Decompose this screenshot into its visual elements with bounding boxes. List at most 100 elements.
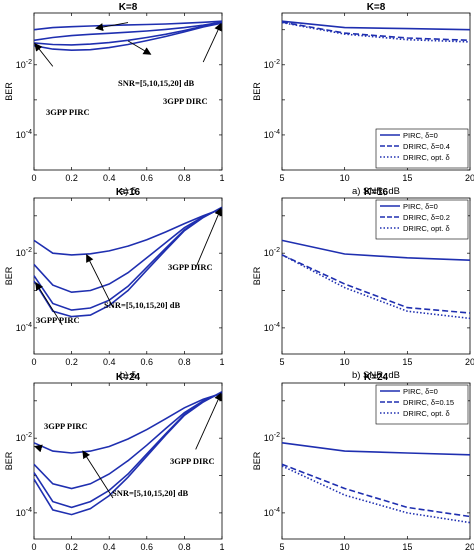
legend-entry: PIRC, δ=0 [403, 202, 438, 211]
y-tick-label: 10-4 [264, 507, 280, 518]
series-line-1 [281, 239, 471, 261]
x-tick-label: 5 [279, 542, 284, 552]
annotation-label: SNR=[5,10,15,20] dB [112, 488, 188, 498]
series-line-1 [33, 20, 223, 31]
legend-entry: DRIRC, δ=0.2 [403, 213, 450, 222]
annotation-label: 3GPP DIRC [168, 262, 213, 272]
x-tick-label: 15 [402, 357, 412, 367]
annotation-arrow [33, 444, 43, 453]
series-line-2 [33, 391, 223, 490]
x-axis-label: b) δ [120, 370, 136, 381]
x-tick-label: 1 [219, 542, 224, 552]
chart-title: K=16 [364, 187, 389, 198]
y-tick-label: 10-4 [16, 129, 32, 140]
legend-entry: DRIRC, opt. δ [403, 153, 450, 162]
series-line-3 [33, 21, 223, 46]
series-line-2 [33, 207, 223, 294]
chart-title: K=16 [116, 187, 141, 198]
chart-panel-3: K=16 0 0.2 0.4 0.6 0.8 1 10-2 10-4 BER b) δ SNR=[5,… [4, 187, 225, 381]
y-tick-label: 10-4 [264, 322, 280, 333]
y-tick-label: 10-2 [16, 59, 32, 70]
y-axis-label: BER [4, 266, 14, 285]
y-tick-label: 10-2 [16, 432, 32, 443]
y-axis-label: BER [4, 451, 14, 470]
x-tick-label: 0.4 [103, 542, 116, 552]
x-tick-label: 0 [31, 542, 36, 552]
plot-frame [281, 197, 471, 355]
y-axis-label: BER [252, 266, 262, 285]
plot-frame [33, 382, 223, 540]
legend-entry: DRIRC, δ=0.4 [403, 142, 450, 151]
chart-title: K=8 [367, 2, 386, 13]
plot-frame [281, 12, 471, 171]
series-line-1 [281, 20, 471, 31]
x-tick-label: 15 [402, 542, 412, 552]
y-tick-label: 10-2 [264, 59, 280, 70]
x-tick-label: 10 [340, 173, 350, 183]
annotation-label: 3GPP PIRC [44, 421, 88, 431]
x-tick-label: 20 [465, 357, 474, 367]
annotation-arrow [195, 207, 223, 269]
x-tick-label: 0.4 [103, 173, 116, 183]
plot-frame [33, 12, 223, 171]
chart-title: K=24 [364, 372, 389, 383]
x-tick-label: 1 [219, 357, 224, 367]
plot-frame [281, 382, 471, 540]
x-tick-label: 10 [340, 542, 350, 552]
annotation-label: 3GPP DIRC [170, 456, 215, 466]
y-axis-label: BER [252, 82, 262, 101]
x-tick-label: 20 [465, 542, 474, 552]
series-line-1 [281, 442, 471, 456]
legend-entry: DRIRC, δ=0.15 [403, 398, 454, 407]
y-tick-label: 10-4 [16, 322, 32, 333]
series-line-1 [33, 207, 223, 256]
x-tick-label: 10 [340, 357, 350, 367]
legend-entry: PIRC, δ=0 [403, 387, 438, 396]
series-line-3 [281, 254, 471, 320]
legend: PIRC, δ=0 DRIRC, δ=0.2 DRIRC, opt. δ [375, 199, 469, 240]
legend: PIRC, δ=0 DRIRC, δ=0.4 DRIRC, opt. δ [375, 128, 469, 169]
annotation-arrow [127, 40, 152, 55]
y-tick-label: 10-2 [16, 247, 32, 258]
annotation-label: 3GPP PIRC [46, 107, 90, 117]
annotation-arrow [202, 22, 222, 63]
annotation-arrow [35, 282, 63, 326]
series-line-3 [33, 206, 223, 311]
series-line-2 [281, 254, 471, 314]
x-axis-label: b) SNR, dB [352, 370, 400, 381]
legend-entry: DRIRC, opt. δ [403, 224, 450, 233]
x-tick-label: 0.6 [141, 357, 154, 367]
y-tick-label: 10-4 [264, 129, 280, 140]
annotation-arrow [95, 22, 129, 31]
chart-title: K=8 [119, 2, 138, 13]
series-line-2 [33, 21, 223, 42]
series-line-4 [33, 206, 223, 318]
x-tick-label: 0.2 [65, 357, 78, 367]
series-line-4 [33, 390, 223, 516]
annotation-arrow [34, 42, 54, 67]
x-tick-label: 0.8 [178, 542, 191, 552]
y-tick-label: 10-4 [16, 507, 32, 518]
series-line-3 [281, 465, 471, 524]
legend: PIRC, δ=0 DRIRC, δ=0.15 DRIRC, opt. δ [375, 384, 469, 425]
x-tick-label: 0.2 [65, 173, 78, 183]
x-tick-label: 5 [279, 357, 284, 367]
series-line-2 [281, 463, 471, 518]
annotation-label: SNR=[5,10,15,20] dB [118, 78, 194, 88]
y-axis-label: BER [4, 82, 14, 101]
x-tick-label: 1 [219, 173, 224, 183]
x-tick-label: 0.6 [141, 542, 154, 552]
x-tick-label: 20 [465, 173, 474, 183]
series-line-1 [33, 392, 223, 454]
x-axis-label: a) SNR, dB [352, 186, 400, 197]
x-tick-label: 15 [402, 173, 412, 183]
annotation-arrow [195, 392, 222, 450]
series-line-3 [281, 21, 471, 43]
annotation-label: 3GPP PIRC [36, 315, 80, 325]
annotation-arrow [82, 450, 114, 499]
x-tick-label: 5 [279, 173, 284, 183]
legend-entry: DRIRC, opt. δ [403, 409, 450, 418]
